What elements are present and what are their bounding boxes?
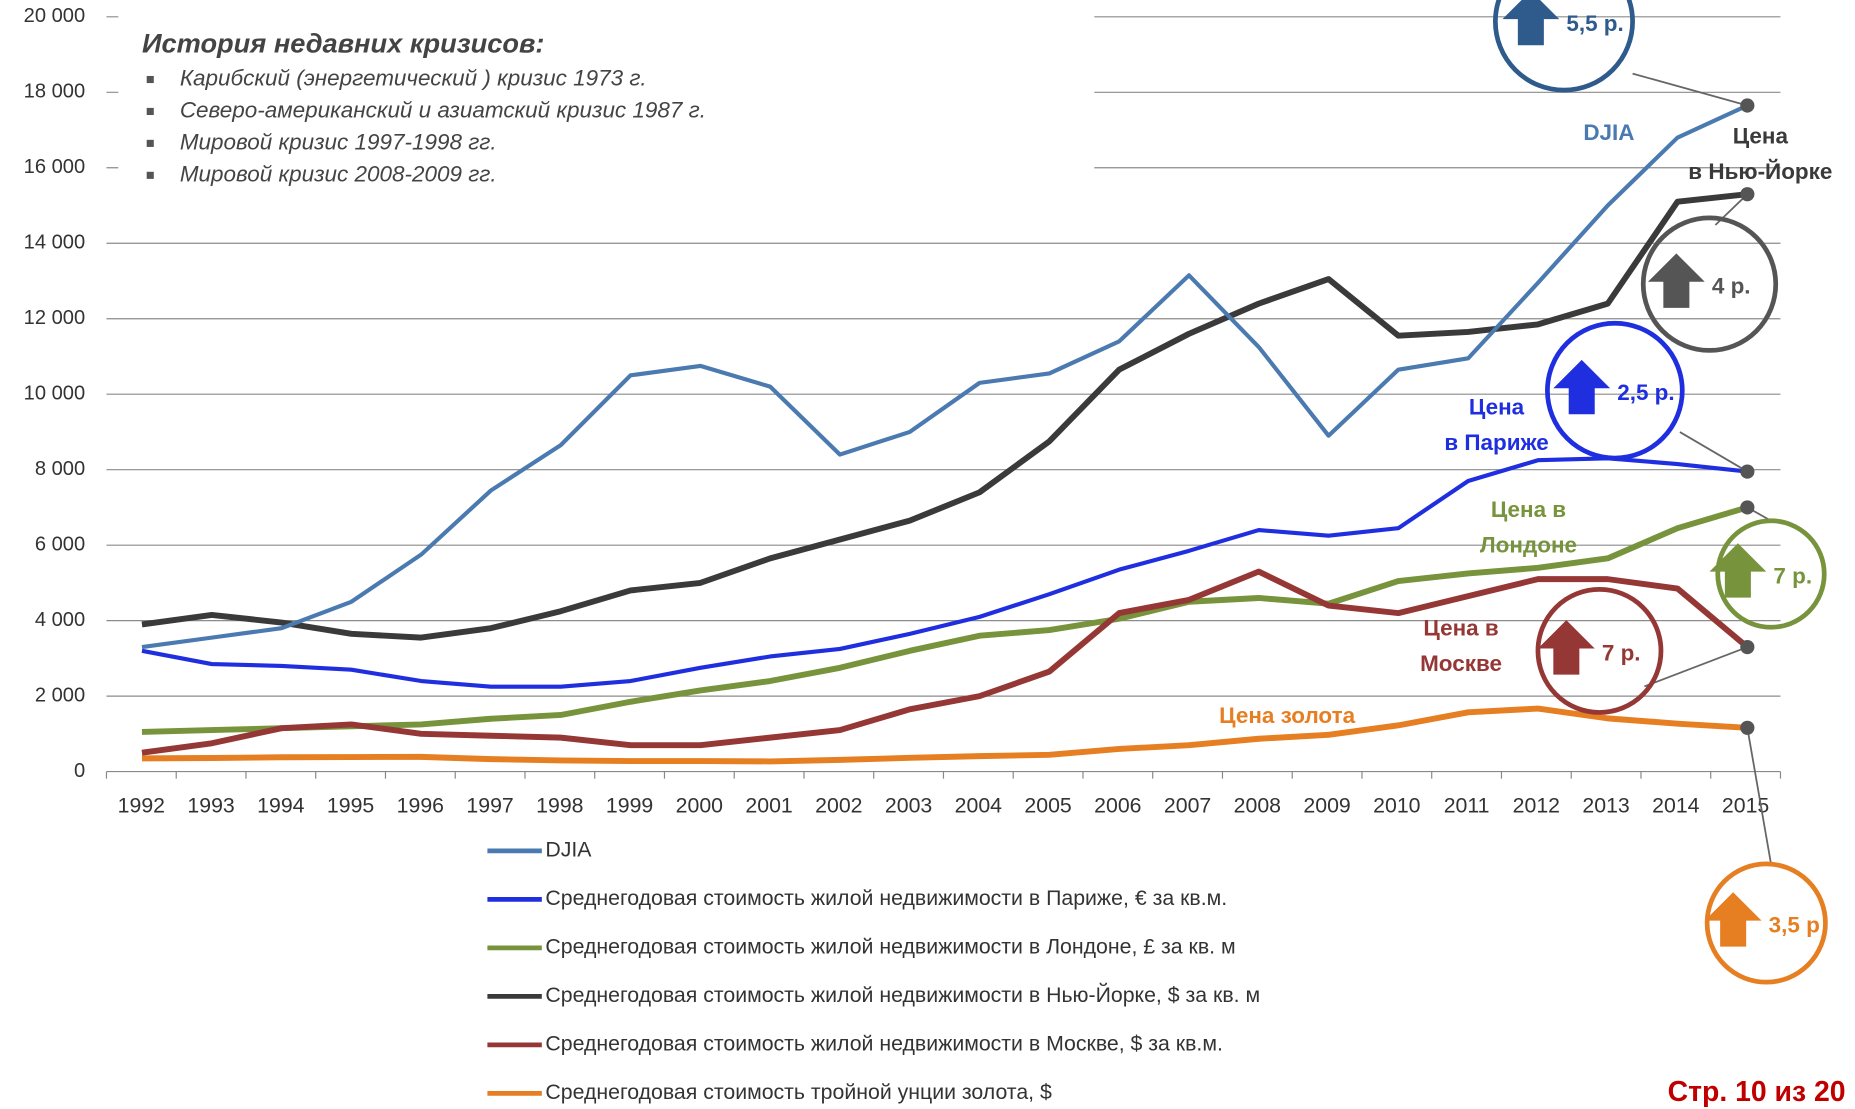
y-tick-label: 6 000 (35, 533, 85, 555)
badge-circle (1545, 320, 1685, 461)
series-label: Лондоне (1480, 533, 1577, 558)
badge-label: 7 р. (1773, 564, 1812, 589)
crisis-item: Карибский (энергетический ) кризис 1973 … (180, 65, 647, 90)
x-tick-label: 2002 (815, 794, 862, 818)
badge-pointer (1746, 727, 1772, 865)
end-dot (1740, 639, 1755, 655)
series-line (141, 456, 1748, 689)
badge-circle (1640, 215, 1779, 353)
x-tick-label: 2010 (1373, 794, 1420, 818)
y-tick-label: 12 000 (24, 307, 86, 329)
x-tick-label: 1993 (187, 794, 234, 818)
badge-label: 2,5 р. (1617, 380, 1674, 405)
bullet (146, 171, 154, 179)
x-tick-label: 2003 (885, 794, 932, 818)
x-tick-label: 2013 (1582, 794, 1629, 818)
crisis-title: История недавних кризисов: (142, 27, 544, 58)
series-line (141, 191, 1748, 641)
x-tick-label: 2000 (676, 794, 723, 818)
x-tick-label: 2011 (1444, 794, 1490, 818)
x-tick-label: 1997 (466, 794, 513, 818)
bullet (146, 107, 154, 116)
badge-arrow (1709, 543, 1767, 598)
badge-pointer (1644, 646, 1748, 688)
series-line (141, 504, 1749, 735)
page-number: Стр. 10 из 20 (1668, 1076, 1846, 1108)
x-tick-label: 2012 (1513, 794, 1560, 818)
x-tick-label: 2004 (955, 794, 1003, 818)
crisis-item: Северо-американский и азиатский кризис 1… (180, 97, 706, 122)
series-label: в Нью-Йорке (1688, 159, 1832, 184)
series-label: Цена золота (1219, 703, 1355, 728)
series-label: Цена (1733, 123, 1789, 148)
end-dot (1740, 464, 1755, 479)
x-tick-label: 2014 (1652, 794, 1700, 818)
bullet (146, 139, 154, 147)
badge-pointer (1679, 431, 1748, 473)
badge-circle (1493, 0, 1635, 93)
badge-label: 3,5 р (1769, 913, 1820, 938)
x-tick-label: 1999 (606, 794, 653, 818)
badge-circle (1715, 518, 1827, 630)
y-tick-label: 14 000 (24, 232, 86, 254)
y-tick-label: 2 000 (35, 684, 85, 706)
y-tick-label: 4 000 (35, 609, 85, 631)
series-line (141, 568, 1750, 756)
y-tick-label: 0 (74, 760, 85, 782)
y-tick-label: 20 000 (24, 5, 86, 27)
series-label: в Париже (1444, 430, 1548, 455)
series-label: Цена в (1423, 616, 1498, 641)
series-label: Москве (1420, 651, 1502, 676)
x-tick-label: 1995 (327, 794, 374, 818)
series-label: Цена (1469, 394, 1525, 419)
badge-arrow (1502, 0, 1560, 46)
x-tick-label: 1992 (118, 794, 165, 818)
badge-circle (1704, 861, 1828, 985)
badge-label: 5,5 р. (1566, 11, 1623, 36)
x-tick-label: 2006 (1094, 794, 1141, 818)
legend-label: Среднегодовая стоимость жилой недвижимос… (545, 886, 1227, 910)
x-tick-label: 2009 (1303, 794, 1350, 818)
badge-pointer (1632, 72, 1748, 107)
end-dot (1740, 98, 1755, 113)
note-box (118, 12, 1095, 208)
x-tick-label: 2007 (1164, 794, 1211, 818)
x-tick-label: 2001 (745, 794, 792, 818)
badge-label: 7 р. (1602, 640, 1641, 665)
x-tick-label: 1996 (397, 794, 444, 818)
series-line (141, 103, 1749, 650)
crisis-item: Мировой кризис 1997-1998 гг. (180, 129, 497, 154)
y-tick-label: 10 000 (24, 383, 86, 405)
series-label: Цена в (1491, 497, 1566, 522)
badge-arrow (1553, 359, 1611, 415)
badge-arrow (1704, 892, 1762, 947)
series-line (141, 705, 1748, 765)
end-dot (1740, 500, 1755, 515)
legend-label: Среднегодовая стоимость тройной унции зо… (545, 1080, 1052, 1104)
legend-label: Среднегодовая стоимость жилой недвижимос… (545, 982, 1260, 1007)
y-tick-label: 8 000 (35, 458, 85, 480)
x-tick-label: 2008 (1234, 794, 1281, 818)
legend-label: DJIA (545, 837, 592, 861)
badge-arrow (1647, 253, 1705, 308)
end-dot (1740, 187, 1755, 202)
y-tick-label: 16 000 (24, 156, 86, 178)
badge-label: 4 р. (1712, 274, 1751, 299)
badge-circle (1535, 587, 1664, 715)
series-label: DJIA (1583, 120, 1634, 145)
crisis-item: Мировой кризис 2008-2009 гг. (180, 161, 497, 186)
y-tick-label: 18 000 (24, 81, 86, 103)
legend-label: Среднегодовая стоимость жилой недвижимос… (545, 934, 1235, 958)
end-dot (1740, 720, 1755, 735)
bullet (146, 75, 154, 84)
x-tick-label: 1998 (536, 794, 583, 818)
legend-label: Среднегодовая стоимость жилой недвижимос… (545, 1031, 1223, 1055)
x-tick-label: 1994 (257, 794, 305, 818)
badge-arrow (1537, 620, 1595, 675)
x-tick-label: 2005 (1024, 794, 1071, 818)
